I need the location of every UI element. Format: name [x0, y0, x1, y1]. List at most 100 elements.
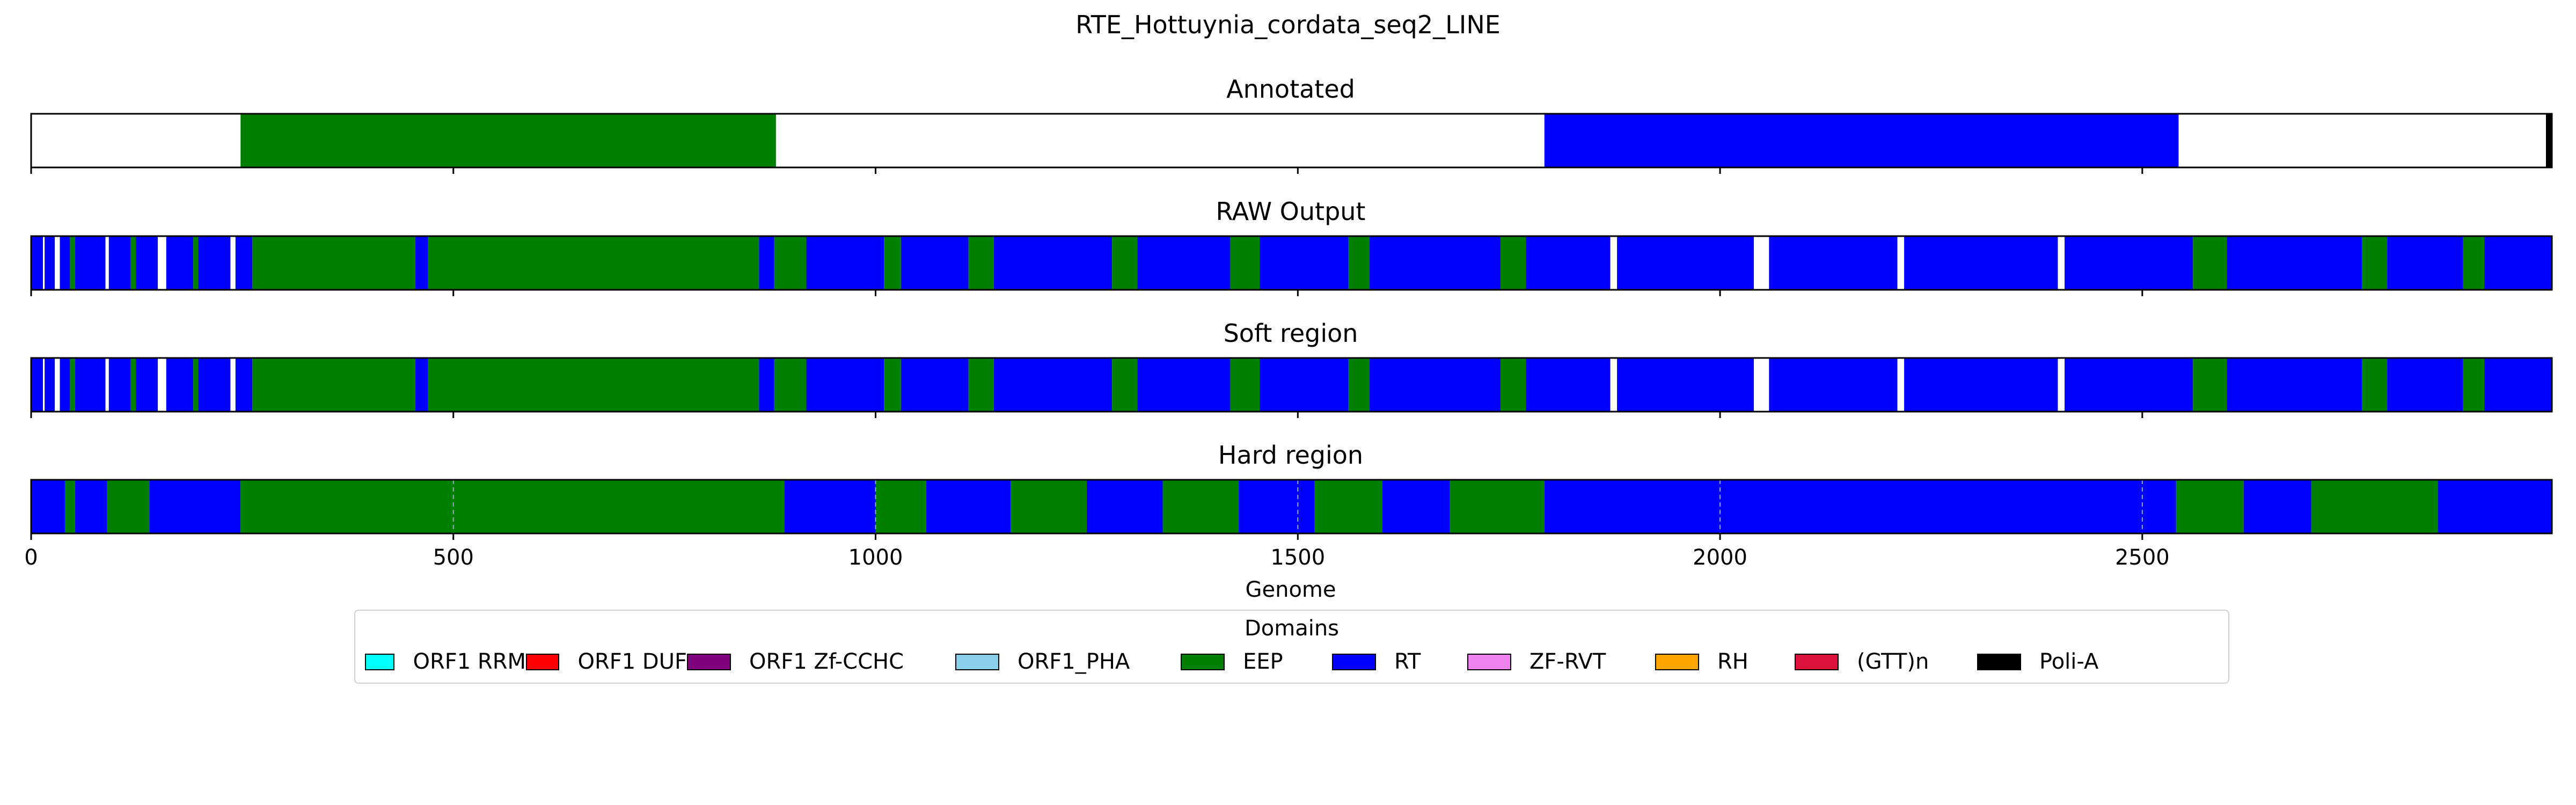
track-title-soft-region: Soft region — [1224, 319, 1358, 348]
segment-rt — [2227, 236, 2362, 290]
segment-rt — [1370, 358, 1501, 412]
segment-eep — [240, 480, 785, 533]
legend-item-rh: RH — [1655, 649, 1795, 674]
segment-rt — [759, 236, 774, 290]
track-frame-raw-output — [30, 235, 2553, 291]
segment-eep — [70, 236, 75, 290]
segment-rt — [198, 358, 231, 412]
legend-label: ORF1 RRM — [413, 649, 526, 674]
legend-label: EEP — [1243, 649, 1283, 674]
segment-rt — [1260, 236, 1349, 290]
track-title-hard-region: Hard region — [1218, 441, 1363, 470]
segment-rt — [1086, 480, 1163, 533]
segment-rt — [75, 358, 106, 412]
segment-rt — [235, 358, 253, 412]
segment-eep — [1348, 236, 1370, 290]
segment-rt — [2438, 480, 2552, 533]
segment-rt — [901, 236, 969, 290]
segment-eep — [1011, 480, 1087, 533]
segment-rt — [75, 480, 107, 533]
segment-rt — [759, 358, 774, 412]
legend-swatch — [1467, 653, 1511, 670]
segment-rt — [2243, 480, 2311, 533]
segment-eep — [193, 358, 199, 412]
segment-eep — [2463, 236, 2485, 290]
legend-item-orf1-pha: ORF1_PHA — [955, 649, 1181, 674]
segment-rt — [75, 236, 106, 290]
segment-eep — [252, 236, 415, 290]
segment-eep — [1500, 236, 1526, 290]
legend-item--gtt-n: (GTT)n — [1795, 649, 1977, 674]
segment-eep — [2361, 236, 2388, 290]
legend-item-eep: EEP — [1181, 649, 1332, 674]
segment-eep — [1230, 236, 1260, 290]
segment-rt — [1260, 358, 1349, 412]
segment-rt — [806, 358, 884, 412]
segment-rt — [2387, 358, 2463, 412]
legend-items: ORF1 RRM ORF1 DUF ORF1 Zf-CCHC ORF1_PHA EEP R… — [365, 649, 2149, 674]
segment-rt — [1526, 236, 1611, 290]
segment-eep — [1162, 480, 1239, 533]
segment-eep — [875, 480, 926, 533]
legend-label: ORF1 Zf-CCHC — [749, 649, 904, 674]
segment-eep — [2193, 236, 2227, 290]
segment-eep — [193, 236, 199, 290]
segment-rt — [166, 236, 194, 290]
legend-swatch — [1795, 653, 1839, 670]
segment-rt — [993, 358, 1113, 412]
segment-rt — [1904, 236, 2058, 290]
segment-eep — [2463, 358, 2485, 412]
segment-rt — [1137, 236, 1231, 290]
segment-eep — [884, 358, 901, 412]
segment-rt — [926, 480, 1011, 533]
segment-eep — [70, 358, 75, 412]
legend-label: (GTT)n — [1857, 649, 1929, 674]
segment-rt — [784, 480, 876, 533]
segment-eep — [130, 358, 136, 412]
segment-rt — [2065, 236, 2193, 290]
segment-eep — [1230, 358, 1260, 412]
x-tick-label: 1500 — [1270, 545, 1325, 570]
segment-eep — [774, 236, 807, 290]
segment-eep — [1314, 480, 1382, 533]
segment-eep — [968, 236, 994, 290]
legend-swatch — [526, 653, 560, 670]
segment-rt — [136, 358, 158, 412]
segment-rt — [2484, 236, 2552, 290]
legend-label: ORF1_PHA — [1018, 649, 1130, 674]
x-tick-label: 0 — [24, 545, 38, 570]
segment-rt — [2387, 236, 2463, 290]
segment-rt — [166, 358, 194, 412]
segment-eep — [884, 236, 901, 290]
track-frame-hard-region — [30, 479, 2553, 535]
segment-eep — [1112, 358, 1138, 412]
legend-swatch — [955, 653, 999, 670]
x-tick-label: 2000 — [1693, 545, 1747, 570]
segment-rt — [1526, 358, 1611, 412]
legend-swatch — [1332, 653, 1376, 670]
legend-item-poli-a: Poli-A — [1977, 649, 2149, 674]
segment-rt — [2227, 358, 2362, 412]
legend-item-orf1-rrm: ORF1 RRM — [365, 649, 526, 674]
segment-rt — [136, 236, 158, 290]
legend-label: Poli-A — [2039, 649, 2099, 674]
x-axis-label: Genome — [1245, 577, 1336, 602]
legend-swatch — [1655, 653, 1699, 670]
legend-label: ZF-RVT — [1529, 649, 1606, 674]
segment-rt — [1382, 480, 1450, 533]
legend-swatch — [687, 653, 731, 670]
legend: Domains ORF1 RRM ORF1 DUF ORF1 Zf-CCHC ORF1… — [354, 610, 2229, 684]
segment-rt — [45, 236, 55, 290]
segment-rt — [1617, 236, 1754, 290]
segment-rt — [1769, 236, 1898, 290]
legend-title: Domains — [1244, 616, 1340, 641]
track-frame-soft-region — [30, 357, 2553, 413]
track-title-annotated: Annotated — [1226, 75, 1355, 104]
segment-eep — [1348, 358, 1370, 412]
legend-label: RH — [1717, 649, 1748, 674]
segment-eep — [64, 480, 75, 533]
legend-item-zf-rvt: ZF-RVT — [1467, 649, 1655, 674]
legend-label: RT — [1394, 649, 1421, 674]
segment-eep — [428, 358, 759, 412]
